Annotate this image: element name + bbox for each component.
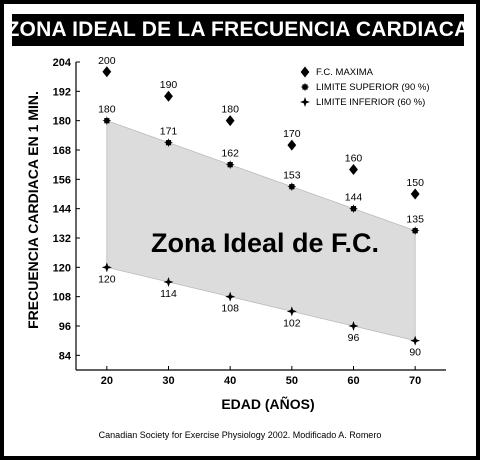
y-tick-label: 204: [53, 57, 72, 69]
y-tick-label: 132: [53, 233, 71, 245]
data-label: 190: [160, 79, 178, 91]
data-point: [410, 226, 420, 236]
legend-marker: [300, 66, 310, 78]
data-label: 120: [98, 273, 116, 285]
data-label: 90: [409, 347, 421, 359]
y-tick-label: 192: [53, 86, 71, 98]
data-label: 144: [345, 192, 363, 204]
x-tick-label: 30: [162, 375, 174, 387]
legend-marker: [300, 97, 310, 107]
data-label: 153: [283, 170, 301, 182]
data-point: [287, 139, 297, 151]
data-label: 102: [283, 317, 301, 329]
y-tick-label: 144: [53, 204, 72, 216]
legend-marker: [300, 82, 310, 92]
data-point: [101, 262, 112, 273]
data-point: [348, 321, 359, 331]
x-tick-label: 40: [224, 375, 236, 387]
y-tick-label: 120: [53, 262, 71, 274]
data-label: 171: [160, 126, 178, 138]
data-point: [410, 188, 420, 200]
data-label: 180: [221, 104, 239, 116]
data-label: 162: [221, 148, 239, 160]
data-point: [164, 138, 173, 148]
y-tick-label: 84: [59, 350, 72, 362]
data-label: 135: [406, 214, 424, 226]
y-tick-label: 156: [53, 174, 71, 186]
data-point: [102, 116, 112, 126]
data-label: 170: [283, 128, 301, 140]
data-point: [225, 160, 235, 170]
data-label: 180: [98, 104, 116, 116]
y-axis-label: FRECUENCIA CARDIACA EN 1 MIN.: [25, 91, 41, 329]
data-point: [349, 164, 358, 176]
data-label: 108: [221, 303, 239, 315]
data-point: [410, 335, 421, 346]
x-axis-label: EDAD (AÑOS): [221, 395, 314, 412]
zone-label: Zona Ideal de F.C.: [151, 228, 379, 258]
y-tick-label: 180: [53, 116, 71, 128]
data-point: [102, 66, 112, 78]
data-point: [225, 115, 235, 127]
y-tick-label: 96: [59, 321, 71, 333]
x-tick-label: 60: [347, 375, 359, 387]
data-label: 114: [160, 288, 177, 300]
data-point: [286, 306, 297, 317]
data-label: 150: [406, 177, 424, 189]
data-label: 96: [348, 332, 360, 344]
data-label: 200: [98, 55, 116, 67]
y-tick-label: 168: [53, 145, 71, 157]
x-tick-label: 50: [286, 375, 298, 387]
legend-entry: LIMITE SUPERIOR (90 %): [316, 82, 430, 93]
y-tick-label: 108: [53, 292, 71, 304]
data-point: [164, 90, 173, 102]
data-point: [349, 204, 358, 214]
x-tick-label: 70: [409, 375, 421, 387]
data-point: [225, 291, 236, 302]
x-tick-label: 20: [101, 375, 113, 387]
legend-entry: LIMITE INFERIOR (60 %): [316, 97, 425, 108]
data-point: [163, 277, 174, 287]
chart-title: ZONA IDEAL DE LA FRECUENCIA CARDIACA: [7, 14, 469, 46]
data-point: [287, 182, 297, 192]
data-label: 160: [345, 153, 363, 165]
legend-entry: F.C. MAXIMA: [316, 67, 374, 78]
source-note: Canadian Society for Exercise Physiology…: [98, 430, 382, 440]
